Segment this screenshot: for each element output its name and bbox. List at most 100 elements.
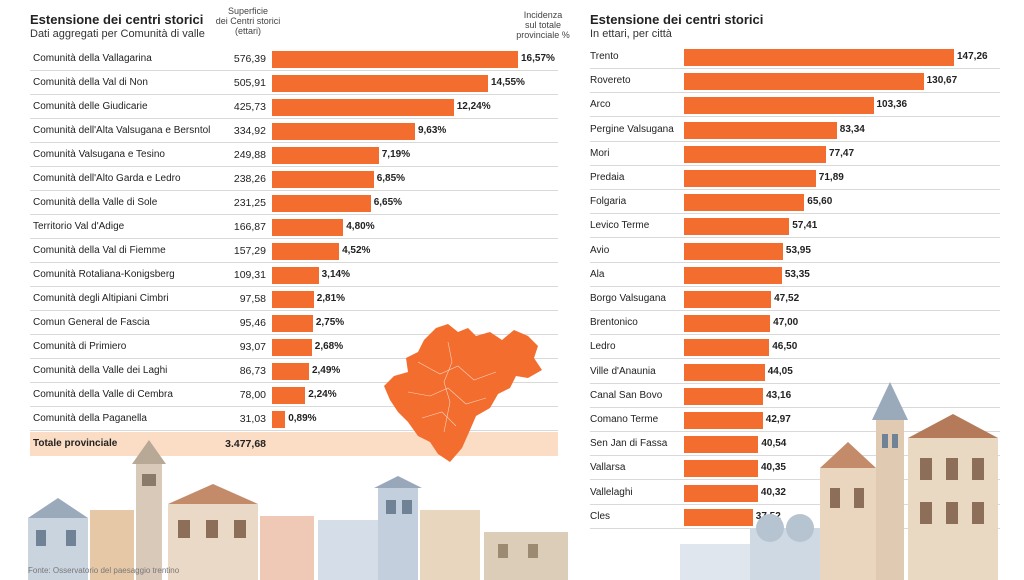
bar	[272, 75, 488, 92]
category-label: Vallelaghi	[590, 486, 633, 498]
category-label: Comunità Rotaliana-Konigsberg	[33, 269, 175, 280]
category-label: Cles	[590, 510, 611, 522]
bar	[272, 363, 309, 380]
bar	[684, 170, 816, 187]
row-divider	[30, 238, 558, 239]
category-label: Brentonico	[590, 317, 638, 329]
table-row: Ledro 46,50	[590, 335, 1000, 360]
bar	[272, 147, 379, 164]
column-header-share-line: provinciale %	[516, 30, 570, 40]
bar-value-label: 57,41	[792, 220, 818, 232]
table-row: Comunità delle Giudicarie 425,73 12,24%	[30, 95, 558, 119]
bar	[684, 387, 764, 405]
bar	[684, 194, 805, 212]
bar	[272, 195, 371, 212]
bar-value-label: 40,35	[760, 462, 786, 474]
row-divider	[590, 310, 1000, 311]
bar-value-label: 44,05	[767, 365, 793, 377]
row-divider	[30, 430, 558, 431]
table-row: Trento 147,26	[590, 45, 1000, 69]
category-label: Vallarsa	[590, 462, 626, 474]
row-divider	[30, 166, 558, 167]
bar-value-label: 4,52%	[342, 245, 371, 256]
table-row: Comano Terme 42,97	[590, 408, 1000, 432]
bar-value-label: 53,35	[784, 268, 810, 280]
column-header-share: Incidenza sul totale provinciale %	[508, 10, 578, 40]
table-row: Canal San Bovo 43,16	[590, 384, 1000, 408]
row-divider	[30, 142, 558, 143]
row-divider	[590, 285, 1000, 287]
right-chart-subtitle: In ettari, per città	[590, 28, 672, 40]
category-label: Comunità della Valle di Cembra	[33, 389, 173, 400]
row-divider	[30, 214, 558, 215]
category-label: Sen Jan di Fassa	[590, 438, 668, 450]
left-chart-subtitle: Dati aggregati per Comunità di valle	[30, 28, 205, 40]
category-label: Comunità della Val di Fiemme	[33, 245, 166, 256]
surface-value: 576,39	[233, 53, 266, 65]
category-label: Mori	[590, 147, 610, 159]
bar	[684, 242, 783, 260]
table-row: Comunità Rotaliana-Konigsberg 109,31 3,14%	[30, 263, 558, 287]
bar	[272, 171, 374, 188]
column-header-surface-line: Superficie	[227, 6, 269, 16]
table-row: Comunità della Paganella 31,03 0,89%	[30, 407, 558, 431]
source-note: Fonte: Osservatorio del paesaggio trenti…	[28, 566, 180, 575]
table-row: Vallelaghi 40,32	[590, 481, 1000, 505]
bar	[684, 508, 753, 526]
row-divider	[30, 310, 558, 311]
bar-value-label: 43,16	[766, 389, 792, 401]
bar-value-label: 53,95	[785, 244, 811, 256]
category-label: Arco	[590, 99, 611, 111]
bar-value-label: 2,75%	[315, 317, 345, 328]
row-divider	[30, 94, 558, 95]
bar	[684, 266, 782, 284]
table-row: Vallarsa 40,35	[590, 456, 1000, 481]
left-chart-panel: Estensione dei centri storici Dati aggre…	[30, 0, 586, 580]
table-row: Comunità della Valle dei Laghi 86,73 2,49%	[30, 359, 558, 383]
row-divider	[590, 68, 1000, 69]
table-row: Territorio Val d'Adige 166,87 4,80%	[30, 215, 558, 239]
bar	[272, 99, 454, 116]
category-label: Comunità dell'Alta Valsugana e Bersntol	[33, 125, 211, 136]
row-divider	[590, 406, 1000, 408]
row-divider	[30, 190, 558, 191]
bar	[272, 339, 312, 356]
bar-value-label: 130,67	[926, 75, 958, 87]
surface-value: 97,58	[239, 293, 266, 305]
category-label: Canal San Bovo	[590, 389, 663, 401]
table-row: Borgo Valsugana 47,52	[590, 287, 1000, 311]
bar	[272, 219, 344, 236]
bar-value-label: 0,89%	[288, 413, 317, 424]
table-row: Comunità di Primiero 93,07 2,68%	[30, 335, 558, 359]
category-label: Borgo Valsugana	[590, 293, 666, 304]
row-divider	[590, 140, 1000, 142]
surface-value: 425,73	[233, 101, 266, 113]
buildings-illustration-right	[680, 382, 998, 580]
surface-value: 95,46	[239, 317, 266, 329]
table-row: Folgaria 65,60	[590, 190, 1000, 215]
surface-value: 157,29	[233, 245, 266, 257]
bar-value-label: 6,65%	[373, 197, 403, 208]
bar	[272, 51, 518, 68]
category-label: Avio	[590, 244, 610, 256]
row-divider	[590, 189, 1000, 190]
bar-value-label: 12,24%	[456, 101, 491, 112]
category-label: Comano Terme	[590, 414, 659, 425]
row-divider	[590, 237, 1000, 239]
category-label: Trento	[590, 51, 619, 62]
bar	[684, 291, 772, 308]
row-divider	[30, 70, 558, 71]
bar-value-label: 16,57%	[521, 53, 555, 64]
bar-value-label: 42,97	[765, 414, 791, 425]
bar	[272, 387, 306, 404]
row-divider	[590, 358, 1000, 360]
bar	[684, 460, 758, 478]
row-divider	[590, 455, 1000, 457]
bar-value-label: 83,34	[839, 123, 865, 135]
row-divider	[30, 406, 558, 407]
category-label: Comunità della Val di Non	[33, 77, 148, 88]
table-row: Comunità dell'Alto Garda e Ledro 238,26 6,…	[30, 167, 558, 191]
bar-value-label: 47,52	[774, 293, 800, 304]
surface-value: 334,92	[233, 125, 266, 137]
column-header-share-line: sul totale	[524, 20, 562, 30]
